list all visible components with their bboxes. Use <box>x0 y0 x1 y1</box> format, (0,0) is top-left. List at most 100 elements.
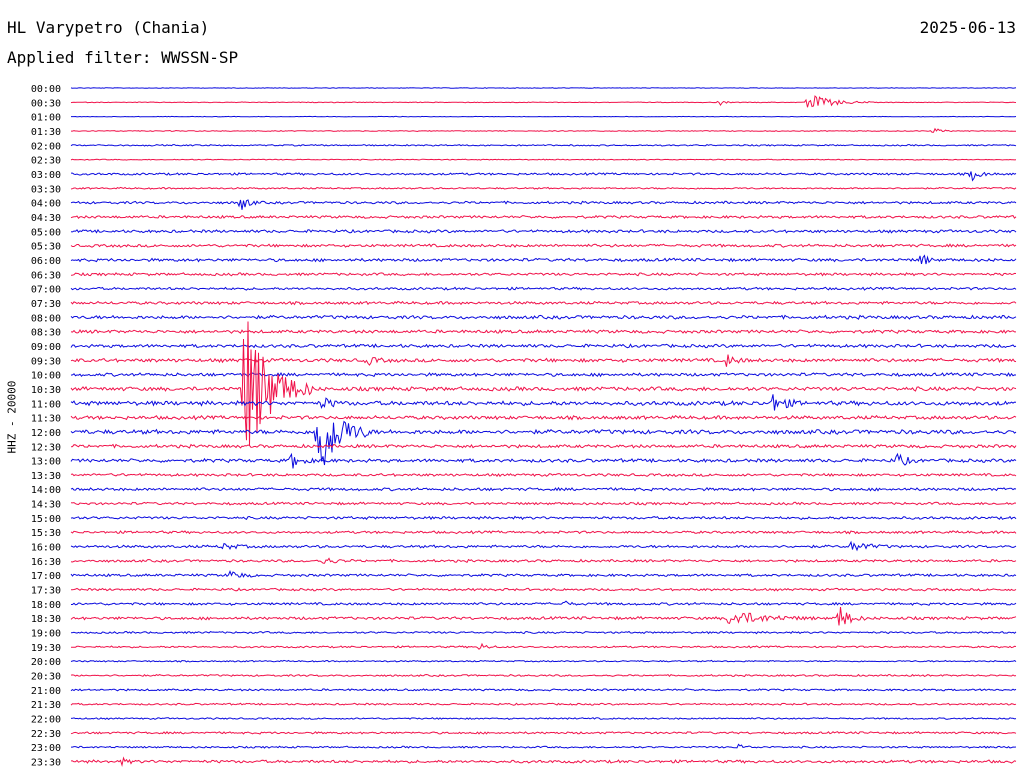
trace-row <box>70 606 1017 626</box>
row-time-label: 19:30 <box>31 643 61 654</box>
trace-row <box>70 143 1017 147</box>
row-time-label: 09:00 <box>31 342 61 353</box>
row-time-label: 11:00 <box>31 399 61 410</box>
trace-row <box>70 286 1017 291</box>
trace-row <box>70 199 1017 210</box>
trace-row <box>70 158 1017 161</box>
row-time-label: 23:00 <box>31 743 61 754</box>
traces <box>70 87 1017 768</box>
row-time-label: 17:00 <box>31 571 61 582</box>
row-time-label: 07:00 <box>31 285 61 296</box>
row-time-label: 12:00 <box>31 428 61 439</box>
trace-row <box>70 243 1017 248</box>
trace-row <box>71 171 1017 182</box>
trace-row <box>70 414 1017 421</box>
trace-row <box>70 272 1017 277</box>
row-time-label: 05:00 <box>31 227 61 238</box>
trace-row <box>70 731 1017 735</box>
trace-row <box>70 300 1017 306</box>
row-time-label: 16:00 <box>31 543 61 554</box>
trace-row <box>70 328 1016 334</box>
trace-row <box>70 95 1017 108</box>
row-time-label: 02:00 <box>31 141 61 152</box>
trace-row <box>70 673 1017 678</box>
trace-row <box>70 642 1017 650</box>
row-time-label: 18:00 <box>31 600 61 611</box>
trace-row <box>70 228 1017 234</box>
trace-row <box>70 87 1017 89</box>
trace-row <box>71 600 1017 606</box>
trace-row <box>70 420 1017 466</box>
row-time-label: 07:30 <box>31 299 61 310</box>
trace-row <box>70 314 1017 320</box>
row-time-label: 01:00 <box>31 113 61 124</box>
trace-row <box>70 443 1017 449</box>
row-time-label: 22:00 <box>31 715 61 726</box>
trace-row <box>70 486 1017 492</box>
filter-label: Applied filter: WWSSN-SP <box>7 48 239 67</box>
row-time-label: 10:00 <box>31 371 61 382</box>
row-time-label: 14:00 <box>31 485 61 496</box>
trace-row <box>70 354 1017 367</box>
row-time-label: 02:30 <box>31 156 61 167</box>
trace-row <box>70 501 1017 506</box>
trace-row <box>70 343 1017 349</box>
row-time-label: 05:30 <box>31 242 61 253</box>
date-label: 2025-06-13 <box>919 18 1016 37</box>
row-time-label: 21:00 <box>31 686 61 697</box>
trace-row <box>70 717 1017 721</box>
row-time-label: 12:30 <box>31 442 61 453</box>
row-time-label: 15:00 <box>31 514 61 525</box>
trace-row <box>70 530 1017 535</box>
row-time-label: 03:00 <box>31 170 61 181</box>
row-time-label: 22:30 <box>31 729 61 740</box>
row-time-label: 20:00 <box>31 657 61 668</box>
trace-row <box>70 515 1017 521</box>
trace-row <box>70 630 1017 635</box>
row-time-label: 09:30 <box>31 356 61 367</box>
row-time-label: 18:30 <box>31 614 61 625</box>
trace-row <box>70 702 1017 706</box>
row-time-label: 14:30 <box>31 500 61 511</box>
row-time-label: 16:30 <box>31 557 61 568</box>
row-time-label: 06:00 <box>31 256 61 267</box>
row-time-label: 17:30 <box>31 586 61 597</box>
row-time-label: 10:30 <box>31 385 61 396</box>
trace-row <box>70 557 1017 564</box>
trace-row <box>70 214 1017 220</box>
row-time-label: 11:30 <box>31 414 61 425</box>
trace-row <box>70 186 1017 190</box>
row-time-label: 21:30 <box>31 700 61 711</box>
trace-row <box>71 127 1017 133</box>
trace-row <box>71 756 1017 768</box>
station-title: HL Varypetro (Chania) <box>7 18 210 37</box>
trace-row <box>70 394 1017 411</box>
trace-row <box>71 587 1017 592</box>
trace-row <box>70 570 1017 578</box>
row-time-label: 01:30 <box>31 127 61 138</box>
row-time-label: 08:30 <box>31 328 61 339</box>
row-time-label: 06:30 <box>31 270 61 281</box>
trace-row <box>71 115 1017 118</box>
row-time-label: 04:30 <box>31 213 61 224</box>
row-time-label: 03:30 <box>31 184 61 195</box>
trace-row <box>70 321 1017 446</box>
row-time-label: 20:30 <box>31 672 61 683</box>
row-time-label: 15:30 <box>31 528 61 539</box>
row-time-label: 13:00 <box>31 457 61 468</box>
row-time-label: 00:00 <box>31 84 61 95</box>
row-time-label: 23:30 <box>31 758 61 769</box>
trace-row <box>70 540 1017 552</box>
row-labels: 00:00 00:30 01:00 01:30 02:00 02:30 03:00 03:30… <box>31 84 61 769</box>
row-time-label: 00:30 <box>31 98 61 109</box>
trace-row <box>70 254 1017 265</box>
row-time-label: 13:30 <box>31 471 61 482</box>
trace-row <box>71 743 1017 749</box>
trace-row <box>70 659 1017 663</box>
row-time-label: 08:00 <box>31 313 61 324</box>
trace-row <box>70 688 1017 692</box>
trace-row <box>70 452 1017 469</box>
row-time-label: 04:00 <box>31 199 61 210</box>
trace-row <box>70 371 1017 378</box>
